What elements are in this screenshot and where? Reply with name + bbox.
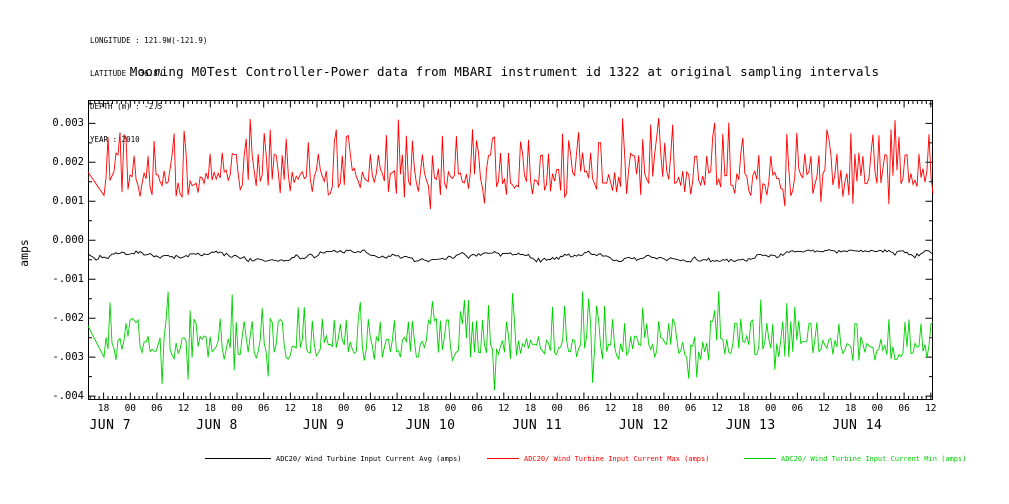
x-date-label: JUN 9 (302, 418, 345, 433)
legend: ADC20/ Wind Turbine Input Current Avg (a… (0, 452, 1009, 466)
metadata-latitude: LATITUDE : 36.8N (90, 69, 163, 78)
legend-entry-max: ADC20/ Wind Turbine Input Current Max (a… (487, 452, 709, 465)
x-hour-label: 12 (391, 403, 403, 414)
x-hour-label: 00 (871, 403, 884, 414)
x-hour-label: 12 (711, 403, 724, 414)
x-date-label: JUN 8 (196, 418, 238, 433)
x-hour-label: 12 (284, 403, 297, 414)
x-hour-label: 12 (818, 403, 830, 414)
x-hour-label: 06 (257, 403, 270, 414)
x-hour-label: 00 (551, 403, 563, 414)
metadata-depth: DEPTH (m) : -2.5 (90, 102, 163, 111)
x-hour-label: 00 (231, 403, 243, 414)
x-hour-label: 06 (898, 403, 910, 414)
y-tick-label: -.002 (52, 312, 84, 325)
y-tick-label: 0.003 (52, 117, 84, 130)
x-hour-label: 18 (631, 403, 644, 414)
y-tick-label: 0.001 (52, 195, 84, 208)
legend-line-swatch-min (744, 458, 776, 459)
x-date-label: JUN 10 (405, 418, 456, 433)
series-min-line (87, 291, 934, 391)
x-hour-label: 12 (604, 403, 617, 414)
chart-title: Mooring M0Test Controller-Power data fro… (129, 64, 880, 79)
x-hour-label: 06 (151, 403, 163, 414)
x-hour-label: 00 (764, 403, 777, 414)
x-hour-label: 06 (578, 403, 590, 414)
x-hour-label: 12 (177, 403, 190, 414)
metadata-longitude: LONGITUDE : 121.9W(-121.9) (90, 36, 208, 45)
legend-label-min: ADC20/ Wind Turbine Input Current Min (a… (781, 454, 967, 463)
y-tick-label: -.001 (52, 273, 84, 286)
series-max-line (87, 117, 934, 210)
x-hour-label: 12 (498, 403, 510, 414)
x-hour-label: 00 (337, 403, 350, 414)
x-hour-label: 12 (925, 403, 937, 414)
x-date-label: JUN 12 (618, 418, 669, 433)
x-hour-label: 06 (684, 403, 697, 414)
x-hour-label: 18 (844, 403, 857, 414)
y-tick-label: 0.000 (52, 234, 84, 247)
x-hour-label: 06 (791, 403, 804, 414)
x-hour-label: 06 (471, 403, 483, 414)
x-hour-label: 18 (738, 403, 750, 414)
y-tick-label: -.004 (52, 390, 84, 403)
x-hour-label: 18 (204, 403, 217, 414)
metadata-block: LONGITUDE : 121.9W(-121.9) LATITUDE : 36… (90, 13, 207, 167)
legend-entry-avg: ADC20/ Wind Turbine Input Current Avg (a… (205, 452, 461, 465)
legend-label-avg: ADC20/ Wind Turbine Input Current Avg (a… (276, 454, 462, 463)
x-date-label: JUN 13 (725, 418, 776, 433)
x-hour-label: 06 (364, 403, 377, 414)
y-tick-label: 0.002 (52, 156, 84, 169)
legend-entry-min: ADC20/ Wind Turbine Input Current Min (a… (744, 452, 966, 465)
x-hour-label: 00 (444, 403, 457, 414)
legend-line-swatch-max (487, 458, 519, 459)
x-hour-label: 18 (311, 403, 323, 414)
legend-label-max: ADC20/ Wind Turbine Input Current Max (a… (524, 454, 710, 463)
axis-frame-and-ticks (88, 100, 933, 400)
y-tick-label: -.003 (52, 351, 84, 364)
series-avg-line (87, 249, 934, 263)
x-hour-label: 00 (124, 403, 137, 414)
metadata-year: YEAR : 2010 (90, 135, 140, 144)
x-hour-label: 18 (524, 403, 537, 414)
legend-line-swatch-avg (205, 458, 271, 459)
x-date-label: JUN 14 (832, 418, 883, 433)
x-hour-label: 00 (658, 403, 670, 414)
x-date-label: JUN 11 (512, 418, 563, 433)
x-hour-label: 18 (97, 403, 110, 414)
x-date-label: JUN 7 (89, 418, 132, 433)
x-hour-label: 18 (418, 403, 430, 414)
